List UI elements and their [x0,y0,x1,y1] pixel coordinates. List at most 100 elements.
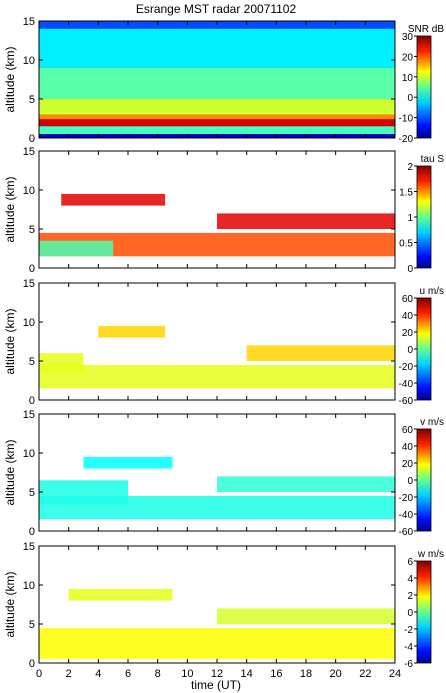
y-tick-label: 0 [29,395,35,407]
y-axis-label: altitude (km) [3,308,17,374]
colorbar-tick-label: 60 [402,425,414,436]
y-tick-label: 5 [29,487,35,499]
x-tick-label: 12 [211,668,223,680]
colorbar-tick-label: 0 [407,345,413,356]
y-tick-label: 15 [23,16,35,28]
y-tick-label: 5 [29,224,35,236]
data-region [39,67,395,99]
y-tick-label: 10 [23,580,35,592]
colorbar-tick-label: 1 [407,213,413,224]
colorbar-tick-label: 2 [407,162,413,173]
x-tick-label: 20 [330,668,342,680]
y-tick-label: 15 [23,541,35,553]
data-region [246,345,395,361]
data-region [39,627,395,660]
colorbar-tick-label: -60 [399,396,414,407]
y-tick-label: 15 [23,146,35,158]
panel-3: 0 5 10 15 altitude (km) 60 40 20 0 -20 -40 -60 u m/s [3,278,444,407]
data-region [39,114,395,120]
colorbar-tick-label: 60 [402,294,414,305]
colorbar-label: u m/s [420,286,444,297]
y-tick-label: 10 [23,185,35,197]
figure-title: Esrange MST radar 20071102 [136,2,297,16]
data-region [39,240,114,257]
x-tick-label: 6 [125,668,131,680]
x-axis-label: time (UT) [191,678,241,692]
colorbar-tick-label: -40 [399,379,414,390]
colorbar: 60 40 20 0 -20 -40 -60 u m/s [399,286,444,407]
data-region [98,325,166,338]
data-region [39,119,395,127]
y-axis-label: altitude (km) [3,176,17,242]
data-region [217,213,395,229]
data-region [217,476,395,492]
colorbar-tick-label: 40 [402,311,414,322]
y-tick-label: 0 [29,658,35,670]
data-region [39,126,395,135]
colorbar-tick-label: 1.5 [399,188,413,199]
colorbar-tick-label: 30 [402,32,414,43]
colorbar-gradient [416,560,432,664]
y-axis-label: altitude (km) [3,439,17,505]
y-tick-label: 10 [23,317,35,329]
colorbar-tick-label: 2 [407,591,413,602]
panel-4: 0 5 10 15 altitude (km) 60 40 20 0 -20 -40 -60 v m/s [3,409,444,538]
data-region [39,364,395,389]
x-tick-label: 22 [359,668,371,680]
colorbar: 2 1.5 1 0.5 0 tau S [399,154,444,275]
colorbar-tick-label: 40 [402,442,414,453]
colorbar-label: w m/s [417,549,444,560]
colorbar-label: SNR dB [408,24,444,35]
y-tick-label: 10 [23,55,35,67]
y-tick-label: 0 [29,133,35,145]
colorbar-tick-label: -20 [399,362,414,373]
colorbar: 60 40 20 0 -20 -40 -60 v m/s [399,417,444,538]
x-tick-label: 4 [95,668,101,680]
data-region [39,99,395,115]
y-tick-label: 5 [29,356,35,368]
colorbar-gradient [416,297,432,401]
colorbar-tick-label: -6 [404,659,413,670]
panel-2: 0 5 10 15 altitude (km) 2 1.5 1 0.5 0 tau S [3,146,444,275]
data-region [39,480,128,504]
x-tick-label: 0 [36,668,42,680]
colorbar-gradient [416,165,432,269]
colorbar-tick-label: -60 [399,527,414,538]
colorbar-tick-label: 0 [407,608,413,619]
y-tick-label: 5 [29,94,35,106]
y-tick-label: 15 [23,278,35,290]
colorbar-tick-label: 20 [402,459,414,470]
colorbar-tick-label: 0.5 [399,239,413,250]
colorbar-tick-label: -40 [399,510,414,521]
colorbar-tick-label: -4 [404,642,413,653]
colorbar-tick-label: -20 [399,134,414,145]
colorbar-tick-label: 20 [402,328,414,339]
x-tick-label: 14 [241,668,253,680]
x-tick-label: 24 [389,668,401,680]
y-tick-label: 15 [23,409,35,421]
data-region [68,588,173,601]
y-tick-label: 10 [23,448,35,460]
data-region [39,353,84,373]
colorbar-gradient [416,35,432,139]
colorbar-tick-label: 0 [407,476,413,487]
x-tick-label: 18 [300,668,312,680]
data-region [83,456,173,469]
x-tick-label: 16 [270,668,282,680]
colorbar-tick-label: 10 [402,73,414,84]
y-tick-label: 0 [29,526,35,538]
colorbar-tick-label: 0 [407,264,413,275]
y-axis-label: altitude (km) [3,571,17,637]
y-axis-label: altitude (km) [3,46,17,112]
y-tick-label: 0 [29,263,35,275]
colorbar-tick-label: -10 [399,114,414,125]
x-tick-label: 2 [66,668,72,680]
y-tick-label: 5 [29,619,35,631]
x-tick-label: 8 [155,668,161,680]
colorbar: 6 4 2 0 -2 -4 -6 w m/s [404,549,444,670]
colorbar-tick-label: 4 [407,574,413,585]
x-tick-label: 10 [181,668,193,680]
